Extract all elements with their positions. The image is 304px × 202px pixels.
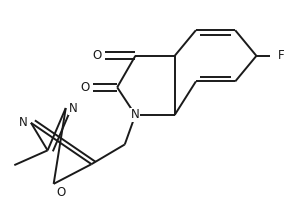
Text: O: O <box>93 49 102 62</box>
Text: N: N <box>131 108 140 121</box>
Text: O: O <box>81 81 90 94</box>
Text: O: O <box>57 186 66 199</box>
Text: N: N <box>69 102 78 115</box>
Text: F: F <box>278 49 284 62</box>
Text: N: N <box>19 116 28 129</box>
